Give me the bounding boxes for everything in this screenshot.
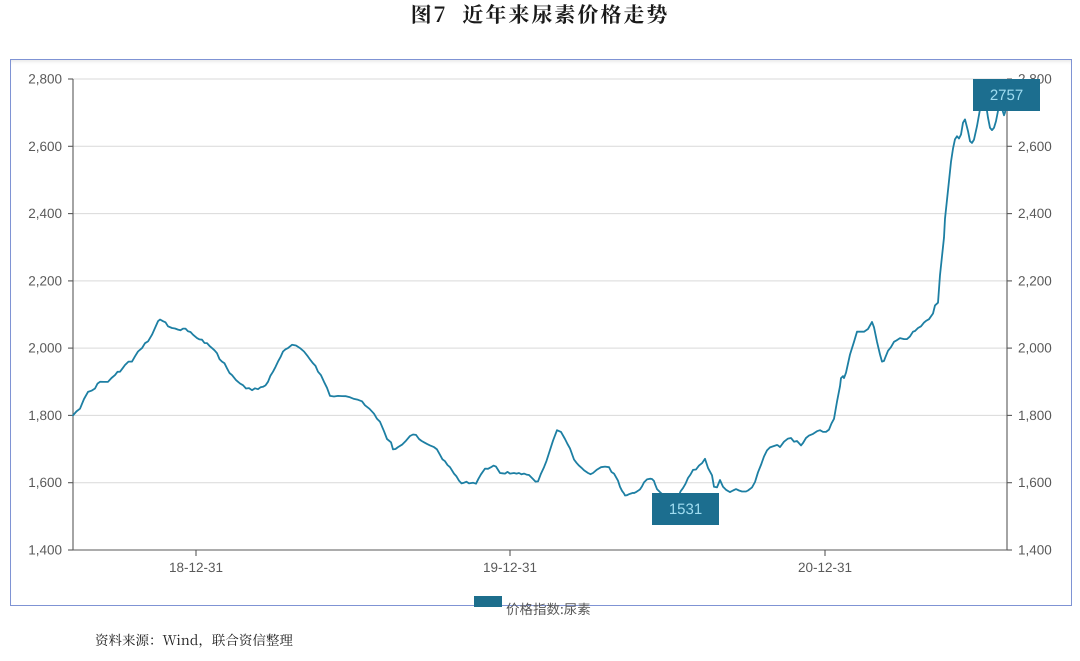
svg-text:2,400: 2,400 — [1018, 206, 1052, 221]
svg-text:1,800: 1,800 — [1018, 408, 1052, 423]
svg-text:1,600: 1,600 — [28, 475, 62, 490]
svg-text:2,600: 2,600 — [28, 139, 62, 154]
svg-text:2,800: 2,800 — [28, 72, 62, 87]
svg-text:1,600: 1,600 — [1018, 475, 1052, 490]
svg-text:2,000: 2,000 — [28, 341, 62, 356]
svg-text:1,400: 1,400 — [1018, 543, 1052, 558]
svg-text:2,200: 2,200 — [1018, 273, 1052, 288]
svg-text:2,200: 2,200 — [28, 273, 62, 288]
svg-text:19-12-31: 19-12-31 — [483, 560, 537, 575]
svg-text:1,800: 1,800 — [28, 408, 62, 423]
svg-text:2,000: 2,000 — [1018, 341, 1052, 356]
svg-text:2,400: 2,400 — [28, 206, 62, 221]
svg-text:18-12-31: 18-12-31 — [169, 560, 223, 575]
svg-text:1,400: 1,400 — [28, 543, 62, 558]
svg-text:2,600: 2,600 — [1018, 139, 1052, 154]
svg-text:20-12-31: 20-12-31 — [798, 560, 852, 575]
